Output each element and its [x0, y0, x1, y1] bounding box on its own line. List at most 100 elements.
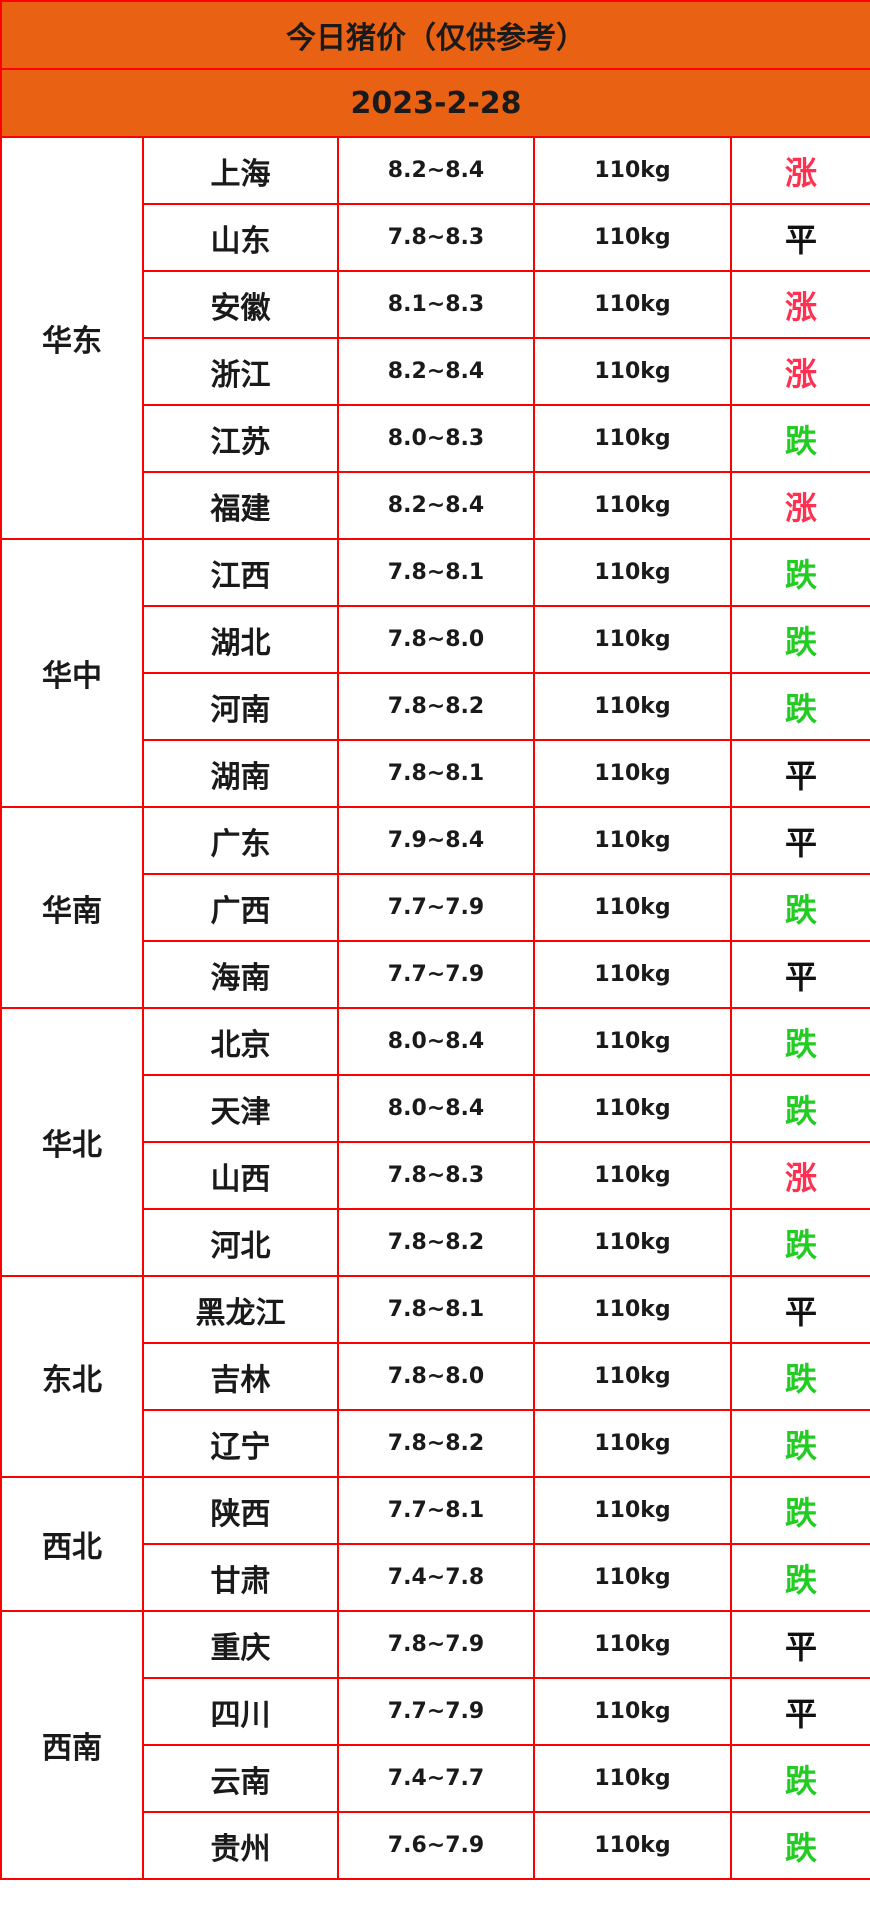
region-cell: 华东	[0, 136, 144, 540]
trend-cell: 跌	[729, 1543, 870, 1612]
price-cell: 8.0~8.4	[337, 1007, 535, 1076]
province-cell: 河北	[142, 1208, 339, 1277]
trend-cell: 跌	[729, 1074, 870, 1143]
trend-cell: 跌	[729, 605, 870, 674]
price-cell: 7.8~8.2	[337, 672, 535, 741]
weight-cell: 110kg	[533, 1811, 732, 1880]
table-row: 华南 广东 7.9~8.4 110kg 平	[0, 806, 870, 1009]
price-cell: 7.8~8.3	[337, 203, 535, 272]
price-cell: 7.8~8.0	[337, 1342, 535, 1411]
weight-cell: 110kg	[533, 203, 732, 272]
region-cell: 华南	[0, 806, 144, 1009]
table-row: 安徽 8.1~8.3 110kg 涨	[1, 270, 870, 339]
weight-cell: 110kg	[533, 940, 732, 1009]
price-cell: 7.6~7.9	[337, 1811, 535, 1880]
weight-cell: 110kg	[533, 806, 732, 875]
province-cell: 北京	[142, 1007, 339, 1076]
table-row: 山西 7.8~8.3 110kg 涨	[1, 1141, 870, 1210]
price-cell: 7.8~7.9	[337, 1610, 535, 1679]
trend-cell: 平	[729, 806, 870, 875]
price-cell: 8.2~8.4	[337, 136, 535, 205]
price-cell: 7.7~7.9	[337, 1677, 535, 1746]
table-row: 西北 陕西 7.7~8.1 110kg 跌	[0, 1476, 870, 1612]
table-row: 海南 7.7~7.9 110kg 平	[1, 940, 870, 1009]
region-cell: 西北	[0, 1476, 144, 1612]
price-cell: 7.8~8.1	[337, 538, 535, 607]
trend-cell: 跌	[729, 1208, 870, 1277]
price-cell: 7.7~7.9	[337, 873, 535, 942]
province-cell: 浙江	[142, 337, 339, 406]
table-row: 广西 7.7~7.9 110kg 跌	[1, 873, 870, 942]
trend-cell: 跌	[729, 538, 870, 607]
price-cell: 7.4~7.7	[337, 1744, 535, 1813]
trend-cell: 跌	[729, 1409, 870, 1478]
table-row: 西南 重庆 7.8~7.9 110kg 平	[0, 1610, 870, 1880]
table-row: 山东 7.8~8.3 110kg 平	[1, 203, 870, 272]
trend-cell: 跌	[729, 1744, 870, 1813]
weight-cell: 110kg	[533, 1208, 732, 1277]
province-cell: 福建	[142, 471, 339, 540]
price-cell: 8.2~8.4	[337, 471, 535, 540]
price-cell: 7.7~8.1	[337, 1476, 535, 1545]
province-cell: 山西	[142, 1141, 339, 1210]
province-cell: 云南	[142, 1744, 339, 1813]
weight-cell: 110kg	[533, 1476, 732, 1545]
table-row: 华中 江西 7.8~8.1 110kg 跌	[0, 538, 870, 808]
weight-cell: 110kg	[533, 538, 732, 607]
table-row: 湖北 7.8~8.0 110kg 跌	[1, 605, 870, 674]
table-row: 华东 上海 8.2~8.4 110kg 涨	[0, 136, 870, 540]
province-cell: 四川	[142, 1677, 339, 1746]
province-cell: 甘肃	[142, 1543, 339, 1612]
province-cell: 天津	[142, 1074, 339, 1143]
table-row: 辽宁 7.8~8.2 110kg 跌	[1, 1409, 870, 1478]
province-cell: 辽宁	[142, 1409, 339, 1478]
province-cell: 海南	[142, 940, 339, 1009]
price-cell: 8.1~8.3	[337, 270, 535, 339]
table-row: 天津 8.0~8.4 110kg 跌	[1, 1074, 870, 1143]
region-cell: 东北	[0, 1275, 144, 1478]
trend-cell: 涨	[729, 1141, 870, 1210]
province-cell: 湖北	[142, 605, 339, 674]
table-row: 福建 8.2~8.4 110kg 涨	[1, 471, 870, 540]
table-row: 华北 北京 8.0~8.4 110kg 跌	[0, 1007, 870, 1277]
table-row: 湖南 7.8~8.1 110kg 平	[1, 739, 870, 808]
trend-cell: 跌	[729, 404, 870, 473]
province-cell: 上海	[142, 136, 339, 205]
price-cell: 7.8~8.1	[337, 1275, 535, 1344]
trend-cell: 跌	[729, 873, 870, 942]
table-row: 江苏 8.0~8.3 110kg 跌	[1, 404, 870, 473]
table-row: 河南 7.8~8.2 110kg 跌	[1, 672, 870, 741]
table-row: 浙江 8.2~8.4 110kg 涨	[1, 337, 870, 406]
province-cell: 重庆	[142, 1610, 339, 1679]
province-cell: 广东	[142, 806, 339, 875]
province-cell: 黑龙江	[142, 1275, 339, 1344]
trend-cell: 涨	[729, 337, 870, 406]
province-cell: 江苏	[142, 404, 339, 473]
price-cell: 7.8~8.3	[337, 1141, 535, 1210]
trend-cell: 涨	[729, 270, 870, 339]
weight-cell: 110kg	[533, 1543, 732, 1612]
trend-cell: 跌	[729, 1007, 870, 1076]
weight-cell: 110kg	[533, 1007, 732, 1076]
price-cell: 7.8~8.2	[337, 1409, 535, 1478]
trend-cell: 跌	[729, 1476, 870, 1545]
weight-cell: 110kg	[533, 739, 732, 808]
weight-cell: 110kg	[533, 1275, 732, 1344]
trend-cell: 涨	[729, 136, 870, 205]
trend-cell: 涨	[729, 471, 870, 540]
weight-cell: 110kg	[533, 1744, 732, 1813]
weight-cell: 110kg	[533, 672, 732, 741]
table-date: 2023-2-28	[0, 68, 870, 138]
price-cell: 7.9~8.4	[337, 806, 535, 875]
weight-cell: 110kg	[533, 1610, 732, 1679]
price-cell: 8.0~8.4	[337, 1074, 535, 1143]
table-row: 贵州 7.6~7.9 110kg 跌	[1, 1811, 870, 1880]
trend-cell: 跌	[729, 1811, 870, 1880]
weight-cell: 110kg	[533, 873, 732, 942]
province-cell: 河南	[142, 672, 339, 741]
weight-cell: 110kg	[533, 471, 732, 540]
province-cell: 江西	[142, 538, 339, 607]
trend-cell: 平	[729, 203, 870, 272]
trend-cell: 平	[729, 940, 870, 1009]
trend-cell: 平	[729, 1610, 870, 1679]
